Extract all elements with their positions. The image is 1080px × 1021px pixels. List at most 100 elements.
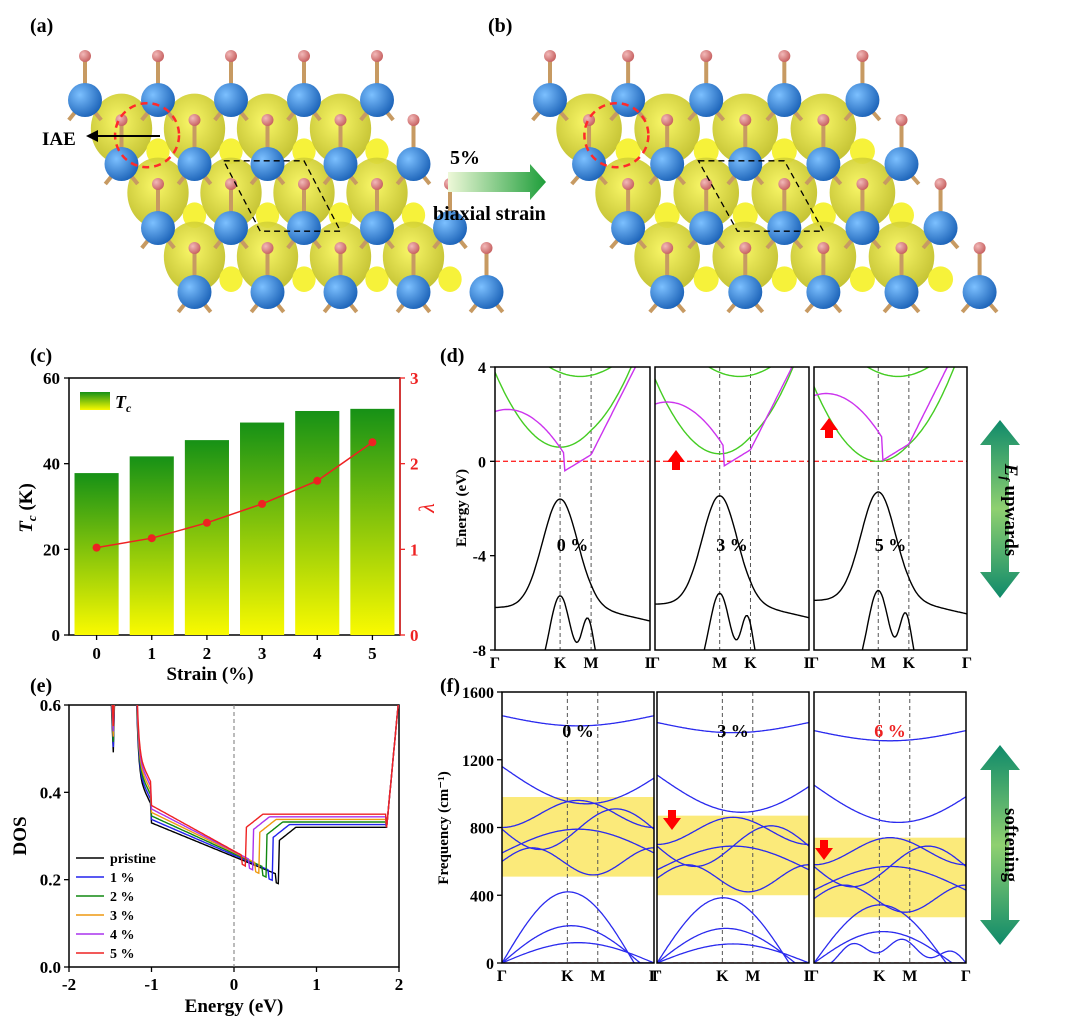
- f-branch-ac3: [502, 942, 654, 963]
- d-kpath-label: K: [744, 655, 757, 672]
- charge-isosurface-small: [365, 138, 389, 164]
- f-ytick-label: 800: [470, 821, 494, 838]
- e-curves: [110, 705, 399, 967]
- blue-atom: [767, 211, 802, 245]
- panel-label-a: (a): [30, 15, 53, 37]
- pink-atom: [225, 178, 237, 190]
- blue-atom: [650, 147, 685, 181]
- pink-atom: [661, 242, 674, 254]
- blue-atom: [533, 83, 567, 117]
- f-ytick-label: 400: [470, 888, 494, 905]
- f-highlight-band: [502, 797, 654, 877]
- c-bar-1: [129, 456, 174, 635]
- pink-atom: [79, 50, 91, 62]
- d-frame: [813, 366, 968, 651]
- d-ytick-label: -8: [473, 643, 486, 660]
- f-branch-ac3: [814, 938, 966, 963]
- c-bar-2: [184, 440, 229, 635]
- d-band-green: [655, 367, 794, 455]
- f-red-down-arrow: [663, 810, 681, 830]
- pink-atom: [298, 178, 310, 190]
- pink-atom: [334, 242, 347, 254]
- f-branch-top: [502, 715, 654, 727]
- d-subpanel-1: [655, 367, 809, 650]
- charge-isosurface-small: [328, 202, 353, 228]
- pink-atom: [407, 242, 420, 254]
- unit-cell: [222, 160, 342, 232]
- c-y2label: λ: [414, 503, 439, 514]
- charge-isosurface-small: [401, 202, 426, 228]
- d-kpath-label: M: [712, 655, 727, 672]
- e-legend-label: 5 %: [110, 947, 135, 962]
- f-kpath-label: M: [902, 968, 917, 985]
- pink-atom: [480, 242, 493, 254]
- d-band-black-1: [814, 491, 967, 615]
- pink-atom: [856, 50, 869, 62]
- f-kpath-label: M: [745, 968, 760, 985]
- charge-isosurface-small: [849, 138, 875, 164]
- d-band-magenta: [814, 367, 949, 462]
- f-ytick-label: 0: [486, 956, 494, 973]
- pink-atom: [334, 114, 347, 126]
- c-ytick-label: 60: [43, 369, 60, 388]
- f-highlight-band: [814, 837, 966, 918]
- f-branch-top: [814, 729, 966, 742]
- f-kpath-label: Γ: [809, 968, 819, 985]
- c-xtick-label: 5: [368, 644, 377, 663]
- e-ytick-label: 0.2: [40, 871, 61, 890]
- pink-atom: [895, 242, 908, 254]
- e-ytick-label: 0.4: [40, 783, 62, 802]
- f-subpanel-0: [502, 692, 654, 963]
- f-subpanel-2: [814, 692, 966, 963]
- charge-isosurface-small: [365, 266, 389, 293]
- blue-atom: [68, 83, 102, 117]
- d-band-black-2: [861, 589, 915, 650]
- panel-label-b: (b): [488, 15, 512, 37]
- pink-atom: [973, 242, 986, 254]
- d-kpath-label: K: [903, 655, 916, 672]
- e-legend-label: pristine: [110, 852, 156, 867]
- charge-isosurface-small: [732, 202, 758, 228]
- e-legend-label: 3 %: [110, 909, 135, 924]
- blue-atom: [650, 275, 685, 309]
- charge-isosurface-small: [292, 266, 316, 293]
- f-branch-opt1: [814, 837, 966, 866]
- f-frame: [813, 691, 967, 964]
- panel-label-f: (f): [440, 675, 460, 697]
- f-kpath-label: M: [590, 968, 605, 985]
- blue-atom: [287, 211, 321, 245]
- crystal-structure-unstrained: [67, 50, 505, 314]
- d-kpath-label: M: [871, 655, 886, 672]
- d-band-magenta: [655, 367, 793, 468]
- charge-isosurface-small: [928, 266, 954, 293]
- d-kpath-label: Γ: [809, 655, 819, 672]
- f-kpath-label: Γ: [804, 968, 814, 985]
- pink-atom: [661, 114, 674, 126]
- ef-upwards-arrow: [980, 420, 1020, 598]
- c-ytick-label: 20: [43, 540, 60, 559]
- d-subpanel-0: [495, 367, 650, 650]
- c-xtick-label: 0: [92, 644, 101, 663]
- blue-atom: [884, 275, 919, 309]
- strain-text: biaxial strain: [433, 203, 546, 225]
- c-xtick-label: 1: [148, 644, 157, 663]
- blue-atom: [923, 211, 958, 245]
- d-kpath-label: Γ: [650, 655, 660, 672]
- e-dos-line-5: [111, 705, 399, 868]
- d-band-green-2: [547, 367, 613, 378]
- blue-atom: [845, 211, 880, 245]
- blue-atom: [250, 275, 285, 309]
- f-kpath-label: Γ: [649, 968, 659, 985]
- charge-isosurface-small: [219, 266, 243, 293]
- panel-e-dos: -2 -1 0 1 2 0.0 0.2 0.4 0.6 pristine 1 % 2 % 3 % 4 % 5…: [10, 696, 403, 1017]
- f-strain-label: 3 %: [717, 721, 749, 741]
- d-kpath-label: Γ: [962, 655, 972, 672]
- blue-atom: [469, 275, 504, 309]
- d-band-green-2: [866, 367, 931, 378]
- strain-percent: 5%: [450, 147, 480, 169]
- panel-c-chart: 0 1 2 3 4 5 0 20 40 60 0 1 2 3 Tc Strain (%) Tc (K)…: [16, 369, 439, 685]
- pink-atom: [622, 178, 635, 190]
- charge-isosurface-small: [888, 202, 914, 228]
- pink-atom: [700, 178, 713, 190]
- e-legend-label: 2 %: [110, 890, 135, 905]
